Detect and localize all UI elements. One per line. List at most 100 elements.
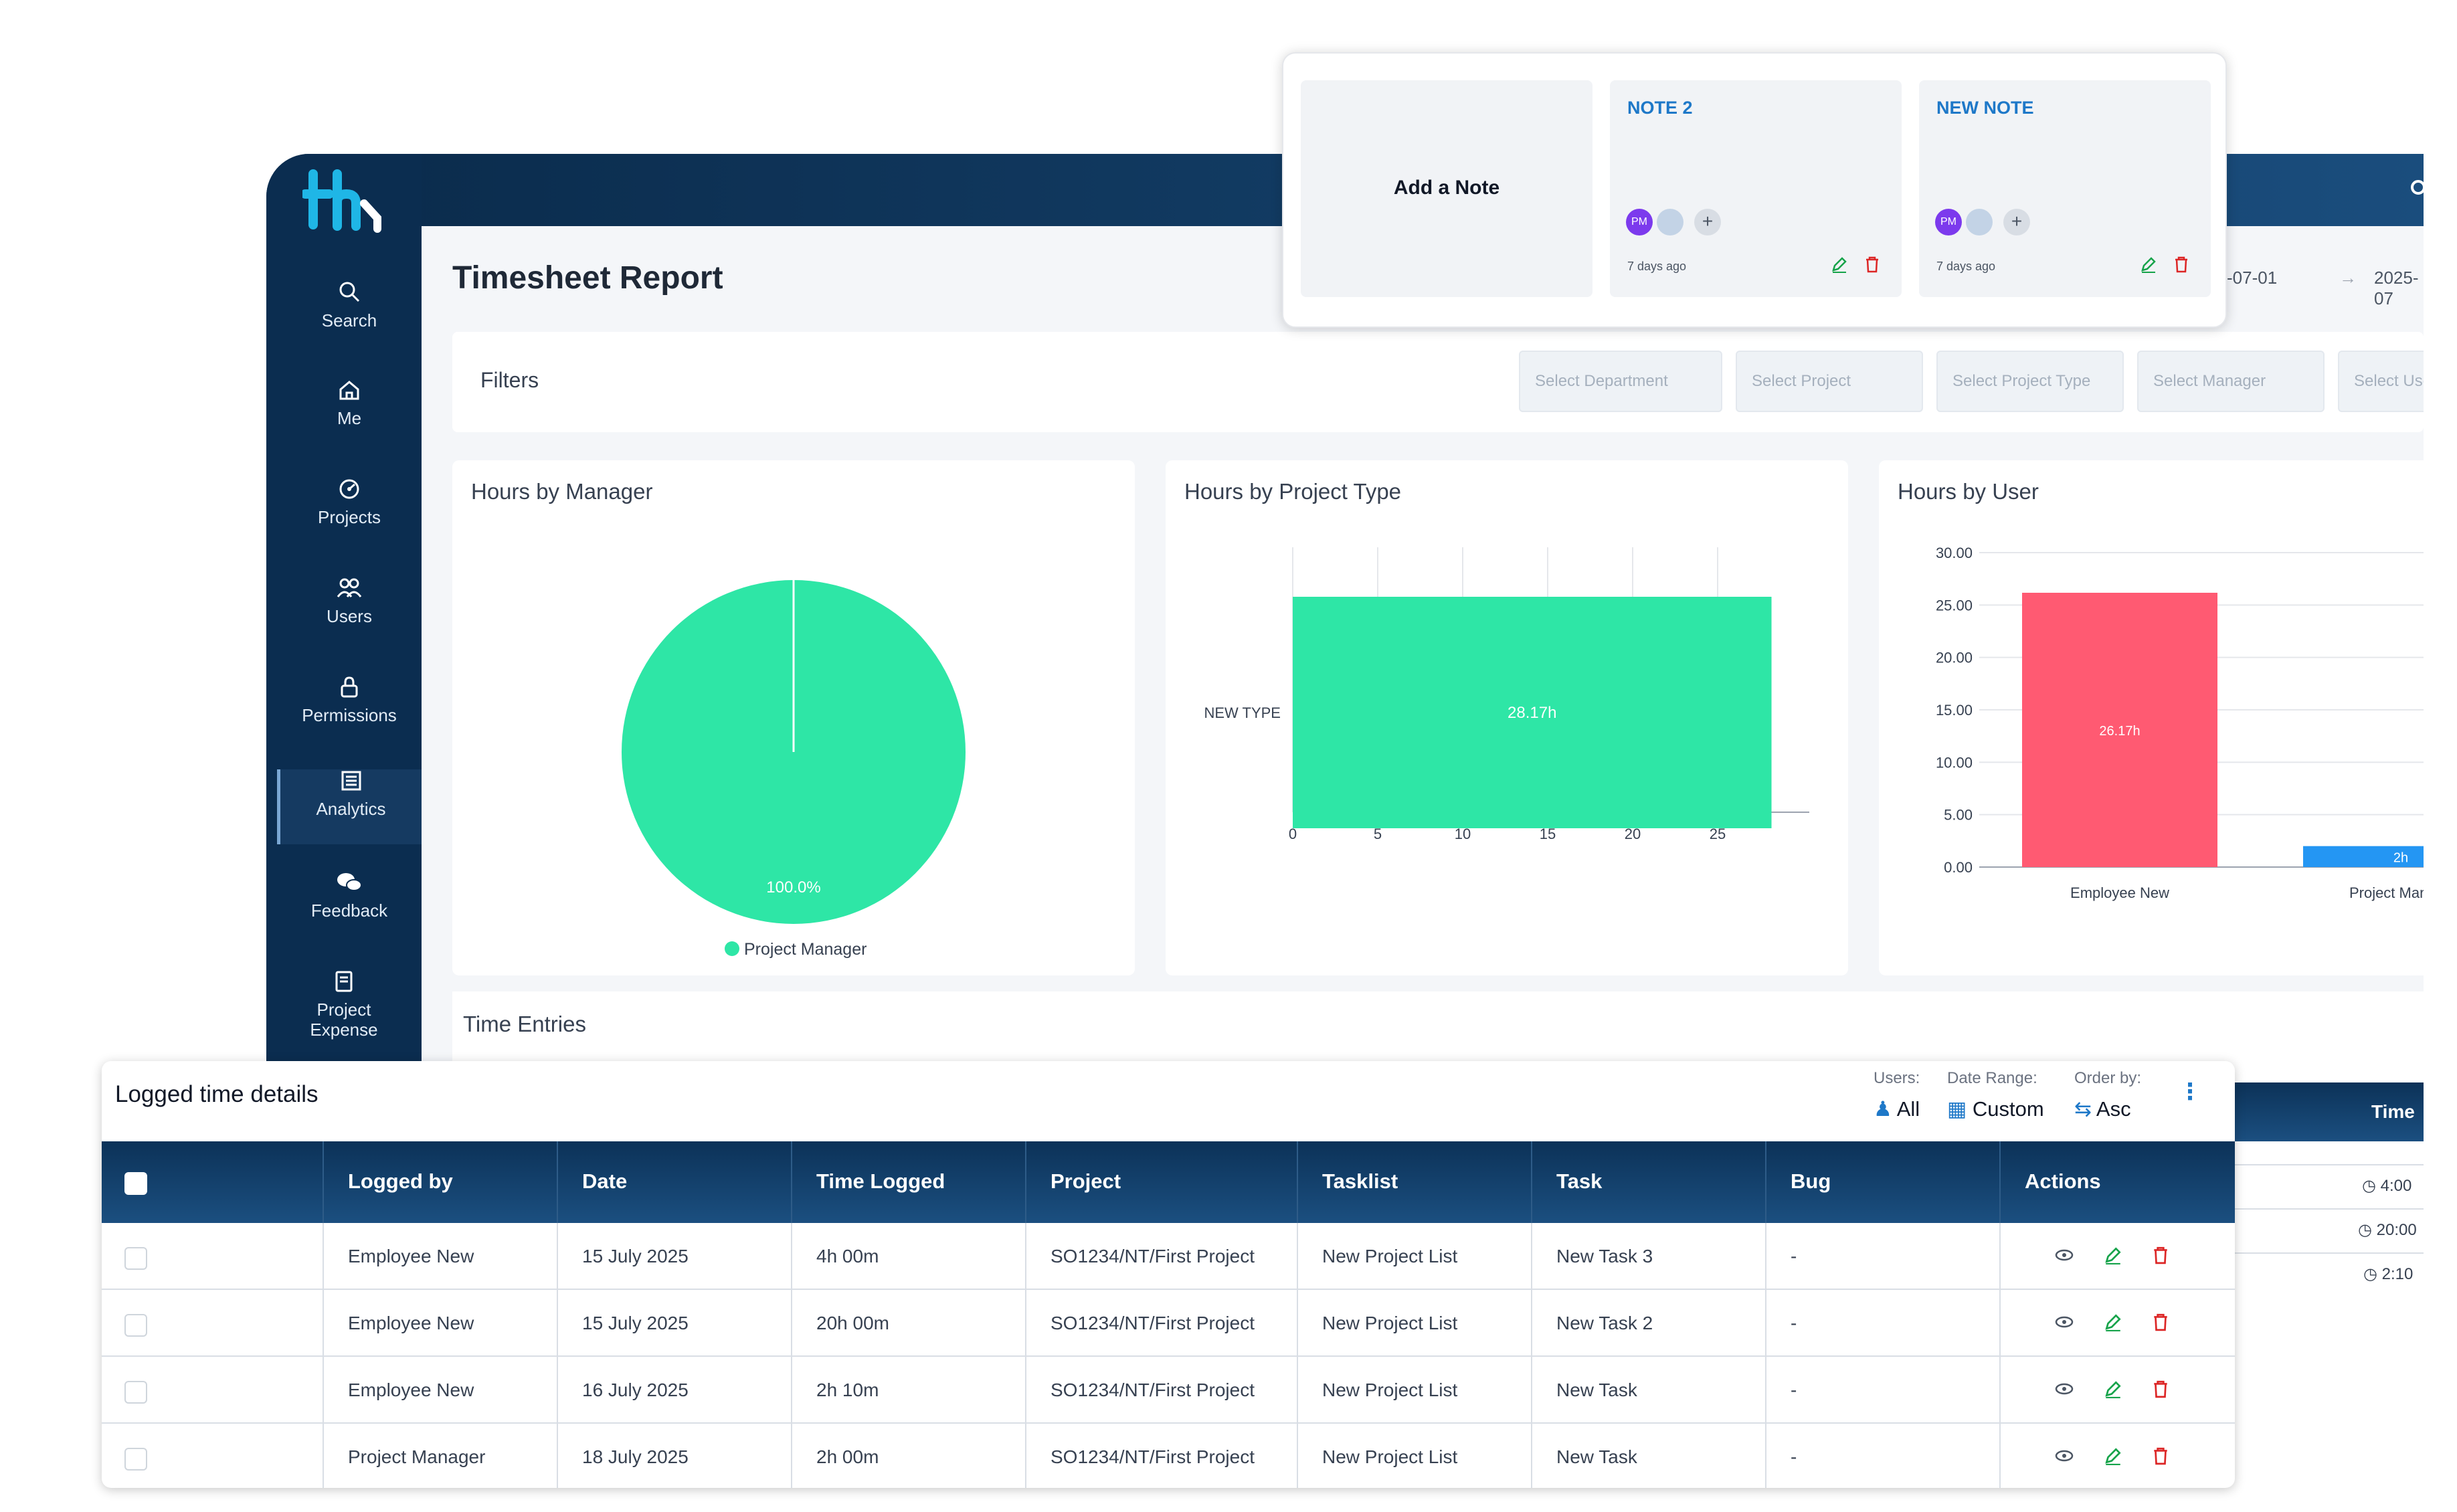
x-tick-label: 20 (1625, 826, 1641, 842)
view-icon[interactable] (2054, 1314, 2074, 1330)
sidebar-item-feedback[interactable]: Feedback (277, 871, 422, 946)
date-range-filter[interactable]: ▦ Custom (1947, 1097, 2044, 1121)
note-age: 7 days ago (1627, 260, 1687, 273)
select-user[interactable]: Select Use (2338, 351, 2424, 412)
date-range-start[interactable]: -07-01 (2227, 268, 2278, 288)
select-project[interactable]: Select Project (1736, 351, 1923, 412)
note-card[interactable]: NEW NOTE PM + 7 days ago (1919, 80, 2211, 297)
col-date[interactable]: Date (557, 1141, 791, 1223)
cell-logged-by: Employee New (323, 1290, 557, 1357)
sidebar-item-label: Project Expense (310, 1000, 378, 1040)
col-logged-by[interactable]: Logged by (323, 1141, 557, 1223)
home-icon (339, 381, 359, 400)
view-icon[interactable] (2054, 1448, 2074, 1464)
sidebar-item-projects[interactable]: Projects (277, 478, 422, 553)
order-by-filter[interactable]: ⇆ Asc (2074, 1097, 2131, 1121)
background-table: Time ◷ 4:00 ◷ 20:00 ◷ 2:10 (2208, 1076, 2424, 1291)
add-member-button[interactable]: + (2003, 209, 2030, 235)
table-row[interactable]: Employee New 15 July 2025 20h 00m SO1234/NT… (102, 1290, 2235, 1357)
y-tick-label: 30.00 (1936, 545, 1973, 561)
sidebar-item-project-expense[interactable]: Project Expense (277, 970, 411, 1045)
edit-icon[interactable] (2104, 1246, 2122, 1264)
date-range-end[interactable]: 2025-07 (2374, 268, 2419, 308)
col-project[interactable]: Project (1025, 1141, 1297, 1223)
row-checkbox[interactable] (124, 1448, 147, 1471)
y-tick-label: 10.00 (1936, 754, 1973, 771)
edit-icon[interactable] (2140, 256, 2157, 273)
sidebar-item-label: Permissions (302, 705, 397, 725)
date-range-label: Date Range: (1947, 1069, 2037, 1087)
note-title: NEW NOTE (1936, 98, 2034, 118)
avatar (1966, 209, 1993, 235)
cell-date: 16 July 2025 (557, 1357, 791, 1424)
x-tick-label: 0 (1289, 826, 1297, 842)
select-department[interactable]: Select Department (1519, 351, 1722, 412)
add-member-button[interactable]: + (1694, 209, 1721, 235)
note-card[interactable]: NOTE 2 PM + 7 days ago (1610, 80, 1902, 297)
sidebar-item-search[interactable]: Search (277, 280, 422, 355)
date-range-arrow: → (2339, 268, 2357, 288)
col-time-logged[interactable]: Time Logged (791, 1141, 1025, 1223)
sidebar-item-analytics[interactable]: Analytics (277, 769, 422, 844)
pie-chart: 100.0% Project Manager (622, 580, 966, 959)
delete-icon[interactable] (1864, 256, 1880, 273)
clock-icon: ◷ (2362, 1177, 2376, 1195)
vbar-chart: 30.00 25.00 20.00 15.00 10.00 5.00 0.00 26.17h E… (1936, 545, 2424, 901)
sidebar-item-label: Projects (318, 507, 381, 527)
select-project-type[interactable]: Select Project Type (1936, 351, 2124, 412)
cell-date: 15 July 2025 (557, 1290, 791, 1357)
delete-icon[interactable] (2173, 256, 2189, 273)
bg-time-value: ◷ 20:00 (2358, 1221, 2417, 1239)
more-options-icon[interactable]: ⋮ (2179, 1079, 2201, 1105)
edit-icon[interactable] (2104, 1446, 2122, 1465)
delete-icon[interactable] (2152, 1246, 2169, 1264)
sidebar-item-users[interactable]: Users (277, 577, 422, 652)
delete-icon[interactable] (2152, 1313, 2169, 1331)
gear-icon[interactable] (2403, 174, 2424, 201)
y-tick-label: 15.00 (1936, 702, 1973, 719)
cell-date: 15 July 2025 (557, 1223, 791, 1290)
col-task[interactable]: Task (1531, 1141, 1765, 1223)
sidebar-item-label: Users (327, 606, 372, 626)
clock-icon: ◷ (2358, 1221, 2372, 1239)
sidebar-item-permissions[interactable]: Permissions (277, 676, 422, 751)
x-tick-label: Employee New (2070, 884, 2169, 901)
edit-icon[interactable] (2104, 1313, 2122, 1331)
view-icon[interactable] (2054, 1247, 2074, 1263)
select-all-checkbox[interactable] (124, 1172, 147, 1195)
delete-icon[interactable] (2152, 1446, 2169, 1465)
y-tick-label: 20.00 (1936, 650, 1973, 666)
col-bug[interactable]: Bug (1765, 1141, 1999, 1223)
sidebar-item-me[interactable]: Me (277, 379, 422, 454)
bg-time-value: ◷ 2:10 (2363, 1265, 2414, 1283)
edit-icon[interactable] (1831, 256, 1848, 273)
avatar (1657, 209, 1683, 235)
x-tick-label: 10 (1455, 826, 1471, 842)
view-icon[interactable] (2054, 1381, 2074, 1397)
sort-icon: ⇆ (2074, 1097, 2092, 1121)
divider (2208, 1252, 2424, 1254)
table-row[interactable]: Employee New 15 July 2025 4h 00m SO1234/NT/… (102, 1223, 2235, 1290)
avatar: PM (1626, 209, 1653, 235)
cell-actions (1999, 1223, 2235, 1290)
row-checkbox[interactable] (124, 1314, 147, 1337)
row-checkbox[interactable] (124, 1381, 147, 1404)
add-note-card[interactable]: Add a Note (1301, 80, 1592, 297)
delete-icon[interactable] (2152, 1380, 2169, 1398)
hbar-chart: 0 5 10 15 20 25 28.17h NEW TYPE (1204, 547, 1809, 842)
col-tasklist[interactable]: Tasklist (1297, 1141, 1531, 1223)
cell-bug: - (1765, 1223, 1999, 1290)
table-row[interactable]: Employee New 16 July 2025 2h 10m SO1234/NT/… (102, 1357, 2235, 1424)
y-tick-label: 25.00 (1936, 597, 1973, 613)
bar (2022, 593, 2217, 867)
chart-title: Hours by User (1898, 479, 2039, 504)
users-filter[interactable]: ♟ All (1874, 1097, 1920, 1121)
table-row[interactable]: Project Manager 18 July 2025 2h 00m SO1234/… (102, 1424, 2235, 1488)
cell-tasklist: New Project List (1297, 1223, 1531, 1290)
edit-icon[interactable] (2104, 1380, 2122, 1398)
row-checkbox[interactable] (124, 1247, 147, 1270)
divider (2208, 1164, 2424, 1165)
select-manager[interactable]: Select Manager (2137, 351, 2325, 412)
cell-task: New Task 2 (1531, 1290, 1765, 1357)
card-hours-by-project-type: Hours by Project Type 0 5 10 15 20 25 28.17h NE… (1166, 460, 1848, 975)
